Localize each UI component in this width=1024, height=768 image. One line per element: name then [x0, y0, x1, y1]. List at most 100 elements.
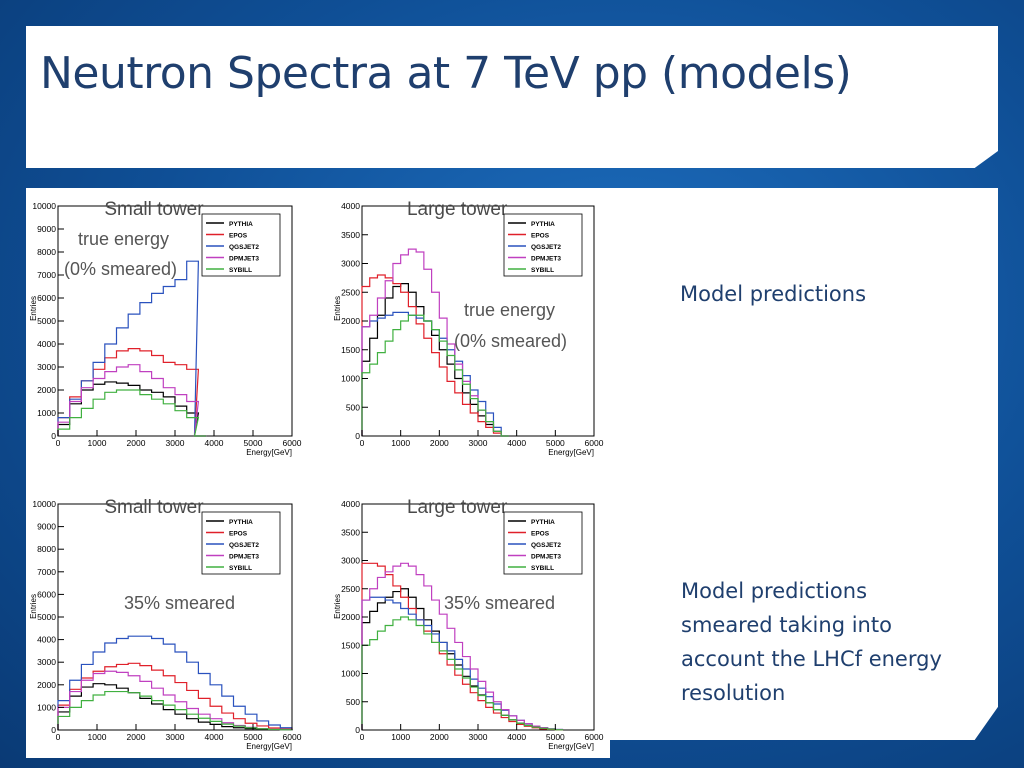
legend-entry: PYTHIA	[531, 519, 555, 526]
x-tick-label: 1000	[391, 732, 410, 742]
y-tick-label: 10000	[32, 201, 56, 211]
legend-entry: EPOS	[229, 233, 248, 240]
y-tick-label: 6000	[37, 589, 56, 599]
chart-title: Large tower	[407, 497, 508, 518]
series-line-sybill	[361, 616, 564, 731]
series-line-sybill	[57, 389, 207, 437]
x-tick-label: 5000	[244, 438, 263, 448]
y-tick-label: 7000	[37, 567, 56, 577]
x-tick-label: 6000	[283, 438, 302, 448]
legend-entry: PYTHIA	[531, 221, 555, 228]
y-tick-label: 9000	[37, 522, 56, 532]
chart-annotation: true energy	[464, 300, 555, 320]
x-tick-label: 1000	[88, 438, 107, 448]
y-tick-label: 1500	[341, 345, 360, 355]
y-tick-label: 4000	[37, 339, 56, 349]
y-tick-label: 7000	[37, 270, 56, 280]
x-tick-label: 3000	[166, 732, 185, 742]
series-line-epos	[57, 662, 293, 730]
chart-small-tower-smeared: 0 1000 2000 3000 4000 5000 6000 7000 8000 9000 100…	[29, 497, 302, 751]
series-line-sybill	[57, 690, 293, 731]
legend-entry: QGSJET2	[229, 244, 259, 251]
y-tick-label: 5000	[37, 612, 56, 622]
series-line-dpmjet3	[361, 562, 564, 731]
x-axis-label: Energy[GeV]	[548, 448, 594, 457]
legend-entry: PYTHIA	[229, 221, 253, 228]
x-tick-label: 1000	[391, 438, 410, 448]
chart-large-tower-true: 0 500 1000 1500 2000 2500 3000 3500 4000 0 1000 200…	[333, 199, 604, 457]
y-tick-label: 3000	[37, 362, 56, 372]
legend-entry: DPMJET3	[531, 256, 561, 263]
legend-box	[503, 511, 583, 575]
series-line-pythia	[361, 283, 509, 437]
legend-box	[201, 511, 281, 575]
description-model-predictions: Model predictions	[680, 282, 867, 306]
legend-entry: QGSJET2	[531, 542, 561, 549]
y-tick-label: 3000	[341, 556, 360, 566]
y-tick-label: 2500	[341, 584, 360, 594]
y-tick-label: 0	[51, 431, 56, 441]
y-tick-label: 5000	[37, 316, 56, 326]
x-tick-label: 4000	[507, 438, 526, 448]
title-card	[26, 26, 998, 168]
y-tick-label: 2000	[341, 612, 360, 622]
chart-annotation: (0% smeared)	[64, 259, 177, 279]
chart-title: Large tower	[407, 199, 508, 220]
y-tick-label: 1000	[341, 669, 360, 679]
x-tick-label: 2000	[430, 438, 449, 448]
series-line-qgsjet2	[57, 635, 293, 730]
x-tick-label: 5000	[546, 732, 565, 742]
x-tick-label: 2000	[430, 732, 449, 742]
x-tick-label: 6000	[585, 438, 604, 448]
legend-entry: PYTHIA	[229, 519, 253, 526]
legend-entry: DPMJET3	[531, 554, 561, 561]
legend-box	[503, 213, 583, 277]
desc-line: account the LHCf energy	[681, 647, 942, 671]
legend-box	[201, 213, 281, 277]
desc-line: Model predictions	[681, 579, 868, 603]
y-tick-label: 4000	[341, 499, 360, 509]
x-tick-label: 1000	[88, 732, 107, 742]
legend-entry: EPOS	[531, 531, 550, 538]
x-tick-label: 3000	[469, 732, 488, 742]
series-line-dpmjet3	[57, 364, 207, 437]
y-tick-label: 2000	[37, 680, 56, 690]
x-axis-label: Energy[GeV]	[246, 742, 292, 751]
legend-entry: QGSJET2	[531, 244, 561, 251]
chart-annotation: 35% smeared	[444, 593, 555, 613]
legend-entry: SYBILL	[229, 267, 252, 274]
chart-annotation: true energy	[78, 229, 169, 249]
chart-title: Small tower	[104, 199, 204, 220]
series-line-sybill	[361, 314, 509, 437]
y-axis-label: Entries	[29, 594, 38, 619]
x-tick-label: 0	[360, 732, 365, 742]
x-tick-label: 0	[56, 732, 61, 742]
x-tick-label: 2000	[127, 438, 146, 448]
legend-entry: QGSJET2	[229, 542, 259, 549]
y-tick-label: 6000	[37, 293, 56, 303]
x-tick-label: 4000	[205, 732, 224, 742]
description-smeared: Model predictions smeared taking into ac…	[681, 574, 942, 710]
legend-entry: DPMJET3	[229, 554, 259, 561]
y-tick-label: 2500	[341, 287, 360, 297]
y-tick-label: 4000	[37, 635, 56, 645]
y-tick-label: 10000	[32, 499, 56, 509]
chart-small-tower-true: 0 1000 2000 3000 4000 5000 6000 7000 8000 9000 100…	[29, 199, 302, 457]
x-tick-label: 4000	[205, 438, 224, 448]
y-tick-label: 1000	[37, 408, 56, 418]
y-tick-label: 3000	[37, 657, 56, 667]
legend-entry: EPOS	[531, 233, 550, 240]
x-axis-label: Energy[GeV]	[246, 448, 292, 457]
y-tick-label: 2000	[37, 385, 56, 395]
y-tick-label: 0	[355, 725, 360, 735]
chart-annotation: (0% smeared)	[454, 331, 567, 351]
x-axis-label: Energy[GeV]	[548, 742, 594, 751]
x-tick-label: 6000	[585, 732, 604, 742]
x-tick-label: 2000	[127, 732, 146, 742]
y-tick-label: 3000	[341, 259, 360, 269]
x-tick-label: 0	[56, 438, 61, 448]
legend-entry: SYBILL	[229, 565, 252, 572]
y-tick-label: 8000	[37, 247, 56, 257]
series-line-epos	[361, 274, 509, 437]
series-line-epos	[361, 562, 564, 731]
